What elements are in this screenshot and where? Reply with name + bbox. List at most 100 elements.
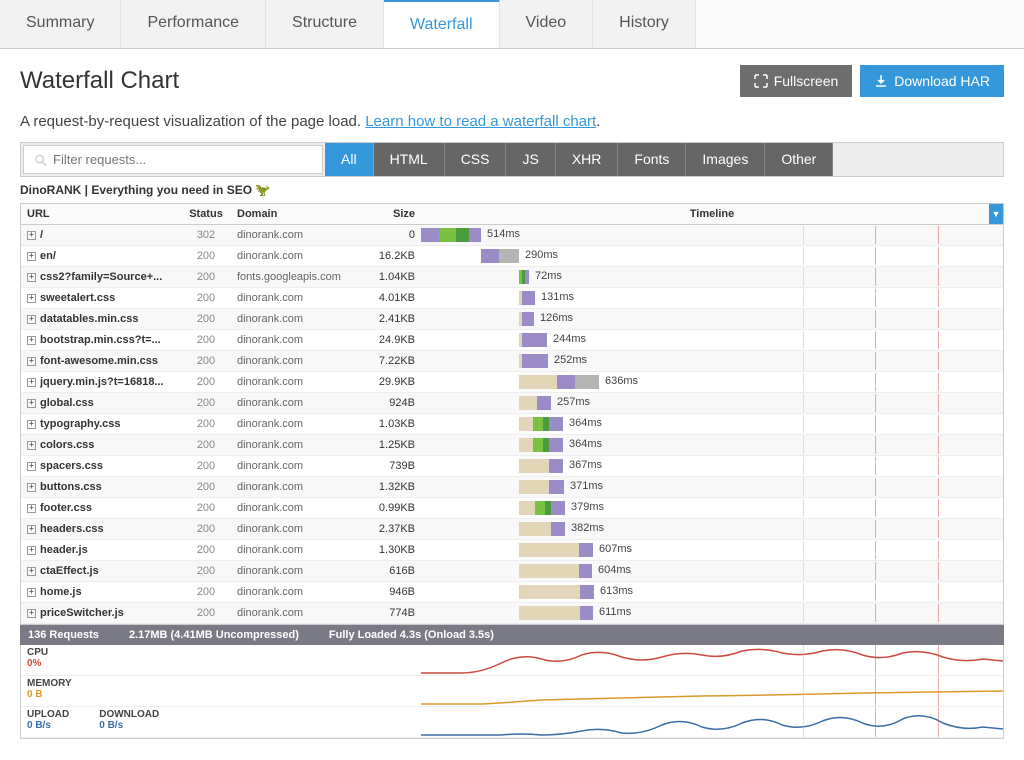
request-row[interactable]: +ctaEffect.js200dinorank.com616B604ms	[21, 561, 1003, 582]
col-url[interactable]: URL	[21, 204, 181, 224]
summary-loaded: Fully Loaded 4.3s (Onload 3.5s)	[329, 629, 494, 641]
request-row[interactable]: +home.js200dinorank.com946B613ms	[21, 582, 1003, 603]
request-row[interactable]: +priceSwitcher.js200dinorank.com774B611m…	[21, 603, 1003, 624]
tab-waterfall[interactable]: Waterfall	[384, 0, 500, 48]
request-status: 200	[181, 246, 231, 266]
filter-js[interactable]: JS	[506, 143, 555, 176]
request-row[interactable]: +footer.css200dinorank.com0.99KB379ms	[21, 498, 1003, 519]
request-domain: dinorank.com	[231, 246, 351, 266]
request-status: 200	[181, 519, 231, 539]
expand-icon[interactable]: +	[27, 273, 36, 282]
request-url: ctaEffect.js	[40, 565, 99, 577]
request-timeline: 613ms	[421, 583, 1003, 601]
tab-performance[interactable]: Performance	[121, 0, 266, 48]
download-har-button[interactable]: Download HAR	[860, 65, 1004, 97]
perf-chart-row: UPLOAD0 B/sDOWNLOAD0 B/s	[21, 707, 1003, 738]
expand-icon[interactable]: +	[27, 336, 36, 345]
expand-icon[interactable]: +	[27, 378, 36, 387]
col-domain[interactable]: Domain	[231, 204, 351, 224]
request-row[interactable]: +/302dinorank.com0514ms	[21, 225, 1003, 246]
request-timeline: 131ms	[421, 289, 1003, 307]
request-timeline: 382ms	[421, 520, 1003, 538]
filter-all[interactable]: All	[325, 143, 374, 176]
expand-icon[interactable]: +	[27, 588, 36, 597]
request-row[interactable]: +en/200dinorank.com16.2KB290ms	[21, 246, 1003, 267]
expand-icon[interactable]: +	[27, 609, 36, 618]
request-status: 200	[181, 267, 231, 287]
filter-html[interactable]: HTML	[374, 143, 445, 176]
search-input[interactable]	[53, 152, 312, 167]
request-row[interactable]: +buttons.css200dinorank.com1.32KB371ms	[21, 477, 1003, 498]
filter-xhr[interactable]: XHR	[556, 143, 619, 176]
expand-icon[interactable]: +	[27, 525, 36, 534]
request-row[interactable]: +sweetalert.css200dinorank.com4.01KB131m…	[21, 288, 1003, 309]
request-size: 774B	[351, 603, 421, 623]
request-size: 29.9KB	[351, 372, 421, 392]
col-size[interactable]: Size	[351, 204, 421, 224]
column-dropdown-icon[interactable]: ▼	[989, 204, 1003, 224]
tab-history[interactable]: History	[593, 0, 696, 48]
col-status[interactable]: Status	[181, 204, 231, 224]
learn-link[interactable]: Learn how to read a waterfall chart	[365, 113, 596, 130]
chart-plot	[421, 645, 1003, 675]
expand-icon[interactable]: +	[27, 231, 36, 240]
page-title: Waterfall Chart	[20, 67, 179, 95]
tab-video[interactable]: Video	[500, 0, 594, 48]
request-row[interactable]: +header.js200dinorank.com1.30KB607ms	[21, 540, 1003, 561]
expand-icon[interactable]: +	[27, 504, 36, 513]
expand-icon[interactable]: +	[27, 483, 36, 492]
perf-charts: CPU0%MEMORY0 BUPLOAD0 B/sDOWNLOAD0 B/s	[20, 645, 1004, 739]
filter-fonts[interactable]: Fonts	[618, 143, 686, 176]
request-domain: dinorank.com	[231, 372, 351, 392]
expand-icon[interactable]: +	[27, 357, 36, 366]
expand-icon[interactable]: +	[27, 252, 36, 261]
request-size: 1.32KB	[351, 477, 421, 497]
request-row[interactable]: +css2?family=Source+...200fonts.googleap…	[21, 267, 1003, 288]
search-box[interactable]	[23, 145, 323, 174]
request-row[interactable]: +typography.css200dinorank.com1.03KB364m…	[21, 414, 1003, 435]
request-timeline: 364ms	[421, 436, 1003, 454]
request-size: 1.04KB	[351, 267, 421, 287]
expand-icon[interactable]: +	[27, 462, 36, 471]
request-timeline: 379ms	[421, 499, 1003, 517]
request-url: datatables.min.css	[40, 313, 138, 325]
request-row[interactable]: +spacers.css200dinorank.com739B367ms	[21, 456, 1003, 477]
request-size: 924B	[351, 393, 421, 413]
expand-icon[interactable]: +	[27, 315, 36, 324]
request-url: headers.css	[40, 523, 104, 535]
request-row[interactable]: +global.css200dinorank.com924B257ms	[21, 393, 1003, 414]
fullscreen-button[interactable]: Fullscreen	[740, 65, 853, 97]
expand-icon[interactable]: +	[27, 399, 36, 408]
request-domain: dinorank.com	[231, 393, 351, 413]
expand-icon[interactable]: +	[27, 567, 36, 576]
col-timeline[interactable]: Timeline	[421, 204, 1003, 224]
expand-icon[interactable]: +	[27, 441, 36, 450]
filter-css[interactable]: CSS	[445, 143, 507, 176]
request-url: typography.css	[40, 418, 121, 430]
request-domain: dinorank.com	[231, 414, 351, 434]
fullscreen-label: Fullscreen	[774, 73, 839, 89]
request-row[interactable]: +bootstrap.min.css?t=...200dinorank.com2…	[21, 330, 1003, 351]
tab-summary[interactable]: Summary	[0, 0, 121, 48]
request-size: 16.2KB	[351, 246, 421, 266]
request-domain: dinorank.com	[231, 498, 351, 518]
filter-other[interactable]: Other	[765, 143, 833, 176]
request-row[interactable]: +colors.css200dinorank.com1.25KB364ms	[21, 435, 1003, 456]
request-domain: dinorank.com	[231, 225, 351, 245]
expand-icon[interactable]: +	[27, 294, 36, 303]
chart-plot	[421, 676, 1003, 706]
expand-icon[interactable]: +	[27, 420, 36, 429]
request-row[interactable]: +datatables.min.css200dinorank.com2.41KB…	[21, 309, 1003, 330]
perf-chart-row: MEMORY0 B	[21, 676, 1003, 707]
request-row[interactable]: +font-awesome.min.css200dinorank.com7.22…	[21, 351, 1003, 372]
request-row[interactable]: +jquery.min.js?t=16818...200dinorank.com…	[21, 372, 1003, 393]
filter-images[interactable]: Images	[686, 143, 765, 176]
chart-title: MEMORY	[27, 678, 415, 689]
expand-icon[interactable]: +	[27, 546, 36, 555]
tab-structure[interactable]: Structure	[266, 0, 384, 48]
desc-after: .	[596, 113, 600, 130]
request-domain: dinorank.com	[231, 351, 351, 371]
request-timeline: 611ms	[421, 604, 1003, 622]
request-status: 200	[181, 540, 231, 560]
request-row[interactable]: +headers.css200dinorank.com2.37KB382ms	[21, 519, 1003, 540]
